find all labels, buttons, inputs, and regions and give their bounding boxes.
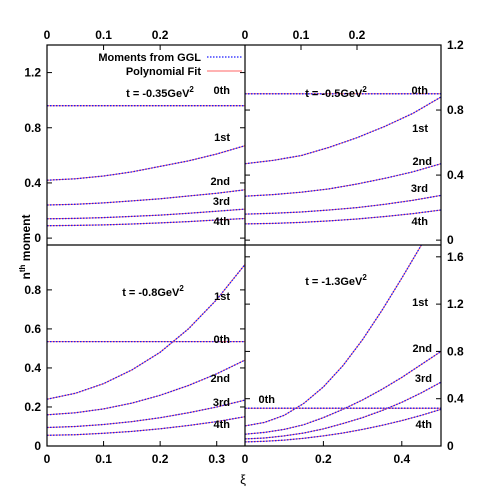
panel-bl: 0th 1st 2nd 3rd 4th t = -0.8GeV2 bbox=[47, 264, 245, 436]
panel-bl-series-3rd-ggl bbox=[47, 399, 245, 429]
panel-bl-series-1st-ggl bbox=[47, 264, 245, 400]
panel-br-series-label-2nd: 2nd bbox=[412, 343, 432, 355]
panel-br-ytick-1: 0.4 bbox=[447, 392, 464, 406]
panel-tl-series-label-0th: 0th bbox=[214, 85, 231, 97]
panel-tr-ytick-1: 0.4 bbox=[447, 168, 464, 182]
top-xtick-tr-0: 0 bbox=[242, 28, 249, 42]
panel-br-series-label-4th: 4th bbox=[416, 419, 433, 431]
panel-tr-series-label-0th: 0th bbox=[412, 85, 429, 97]
panel-tr-series-3rd-fit bbox=[245, 194, 441, 215]
panel-tl-ytick-2: 0.8 bbox=[24, 121, 41, 135]
panel-br-series-2nd-fit bbox=[245, 350, 441, 435]
panel-tl: 0th 1st 2nd 3rd 4th t = -0.35GeV2 bbox=[47, 85, 245, 228]
panel-br-series-2nd-ggl bbox=[245, 350, 441, 435]
panel-br-xtick-1: 0.2 bbox=[315, 452, 332, 466]
top-xtick-tl-2: 0.2 bbox=[152, 28, 169, 42]
panel-bl-ytick-4: 0.8 bbox=[24, 283, 41, 297]
top-xtick-tr-2: 0.2 bbox=[349, 28, 366, 42]
panel-bl-ytick-3: 0.6 bbox=[24, 322, 41, 336]
panel-tl-series-label-4th: 4th bbox=[214, 216, 231, 228]
legend-entry-1-label: Polynomial Fit bbox=[126, 66, 202, 78]
panel-br-ytick-4: 1.6 bbox=[447, 250, 464, 264]
panel-tl-series-1st-ggl bbox=[47, 145, 245, 181]
y-axis-title: nth moment bbox=[18, 215, 33, 280]
panel-tr-series-1st-ggl bbox=[245, 96, 441, 165]
panel-tr: 0th 1st 2nd 3rd 4th t = -0.5GeV2 bbox=[245, 85, 441, 228]
panel-bl-series-label-0th: 0th bbox=[214, 334, 231, 346]
panel-tr-series-label-1st: 1st bbox=[412, 123, 428, 135]
panel-tl-series-2nd-ggl bbox=[47, 189, 245, 206]
frame bbox=[46, 44, 442, 447]
panel-br-series-4th-ggl bbox=[245, 408, 441, 443]
panel-br-series-label-3rd: 3rd bbox=[415, 373, 432, 385]
panel-tr-title: t = -0.5GeV2 bbox=[305, 85, 367, 100]
panel-tl-series-3rd-ggl bbox=[47, 208, 245, 220]
panel-bl-ytick-1: 0.2 bbox=[24, 400, 41, 414]
legend-entry-0-label: Moments from GGL bbox=[98, 52, 201, 64]
panel-tr-ytick-0: 0 bbox=[447, 233, 454, 247]
panel-tr-series-2nd-ggl bbox=[245, 163, 441, 197]
panel-br-xtick-0: 0 bbox=[242, 452, 249, 466]
panel-br-series-1st-ggl bbox=[245, 245, 422, 427]
panel-bl-series-2nd-ggl bbox=[47, 359, 245, 416]
panel-bl-xtick-1: 0.1 bbox=[95, 452, 112, 466]
panel-tr-series-label-4th: 4th bbox=[412, 216, 429, 228]
panel-tr-ytick-3: 1.2 bbox=[447, 38, 464, 52]
panel-tl-series-label-1st: 1st bbox=[214, 132, 230, 144]
legend: Moments from GGL Polynomial Fit bbox=[98, 52, 242, 78]
panel-br-xtick-2: 0.4 bbox=[393, 452, 410, 466]
panel-bl-xtick-3: 0.3 bbox=[208, 452, 225, 466]
panel-br-series-label-1st: 1st bbox=[412, 297, 428, 309]
panel-br-ytick-3: 1.2 bbox=[447, 297, 464, 311]
panel-bl-series-4th-ggl bbox=[47, 416, 245, 436]
panel-tl-series-label-3rd: 3rd bbox=[213, 196, 230, 208]
panel-tr-series-label-3rd: 3rd bbox=[411, 183, 428, 195]
panel-br-title: t = -1.3GeV2 bbox=[305, 273, 367, 288]
panel-br-ytick-0: 0 bbox=[447, 439, 454, 453]
panel-tl-ytick-0: 0 bbox=[34, 231, 41, 245]
panel-tl-ytick-1: 0.4 bbox=[24, 176, 41, 190]
panel-bl-title: t = -0.8GeV2 bbox=[122, 284, 184, 299]
panel-bl-ytick-0: 0 bbox=[34, 439, 41, 453]
panel-tl-title: t = -0.35GeV2 bbox=[126, 85, 194, 100]
x-axis-title: ξ bbox=[240, 472, 246, 487]
top-xtick-tr-1: 0.1 bbox=[293, 28, 310, 42]
panel-bl-series-label-3rd: 3rd bbox=[213, 397, 230, 409]
panel-br-ytick-2: 0.8 bbox=[447, 344, 464, 358]
y-axis-label: nth moment bbox=[18, 215, 33, 280]
tick-labels: 0 0.4 0.8 1.2 0 0.4 0.8 1.2 0 0.2 0.4 0.6 0.8 0 0.1 0.2… bbox=[24, 28, 464, 466]
panel-tl-ytick-3: 1.2 bbox=[24, 66, 41, 80]
panel-bl-ytick-2: 0.4 bbox=[24, 361, 41, 375]
panel-tr-series-4th-fit bbox=[245, 209, 441, 225]
panel-bl-xtick-2: 0.2 bbox=[152, 452, 169, 466]
panel-bl-series-label-2nd: 2nd bbox=[210, 373, 230, 385]
panel-tr-series-label-2nd: 2nd bbox=[412, 156, 432, 168]
panel-bl-series-label-4th: 4th bbox=[214, 419, 231, 431]
top-xtick-tl-1: 0.1 bbox=[95, 28, 112, 42]
x-axis-label: ξ bbox=[240, 472, 246, 487]
panel-bl-xtick-0: 0 bbox=[44, 452, 51, 466]
panel-tl-series-label-2nd: 2nd bbox=[210, 176, 230, 188]
top-xtick-tl-0: 0 bbox=[44, 28, 51, 42]
panel-br-series-3rd-ggl bbox=[245, 381, 441, 440]
panel-br: 0th 1st 2nd 3rd 4th t = -1.3GeV2 bbox=[245, 245, 441, 443]
panel-bl-series-label-1st: 1st bbox=[214, 291, 230, 303]
panel-br-series-label-0th: 0th bbox=[259, 394, 276, 406]
panels: 0th 1st 2nd 3rd 4th t = -0.35GeV2 0th 1st 2nd 3rd… bbox=[47, 85, 441, 443]
panel-tl-series-4th-ggl bbox=[47, 217, 245, 227]
panel-tr-series-3rd-ggl bbox=[245, 194, 441, 215]
panel-tr-ytick-2: 0.8 bbox=[447, 103, 464, 117]
